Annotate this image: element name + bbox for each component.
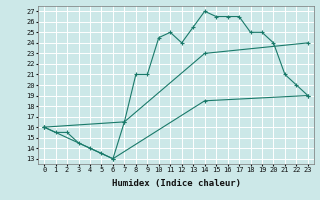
X-axis label: Humidex (Indice chaleur): Humidex (Indice chaleur) — [111, 179, 241, 188]
